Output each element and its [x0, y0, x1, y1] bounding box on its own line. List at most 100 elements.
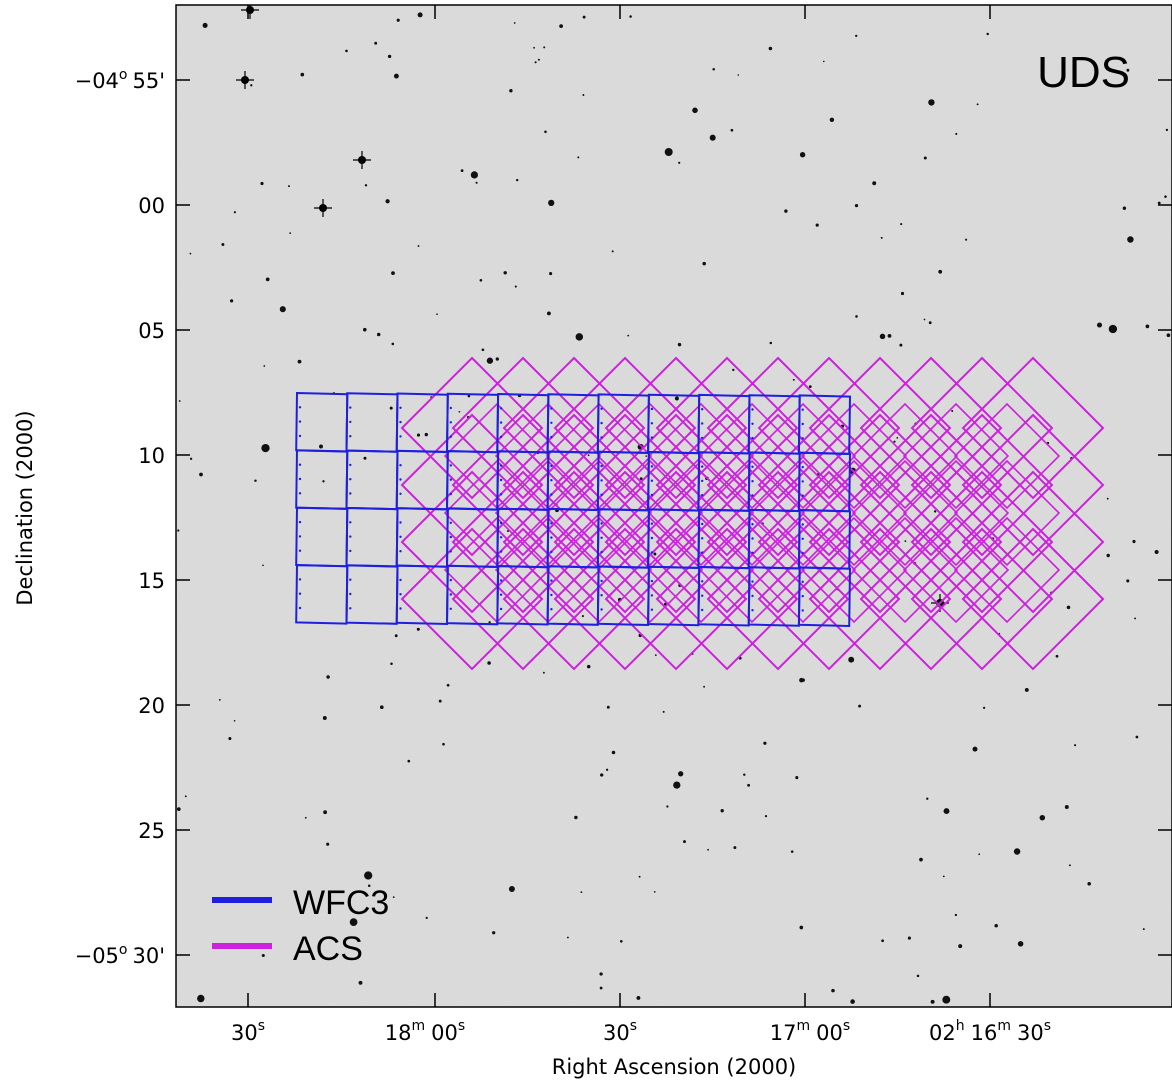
star — [730, 128, 734, 132]
star — [425, 916, 428, 920]
star — [822, 60, 825, 63]
star — [475, 181, 478, 184]
acs-footprint — [961, 356, 1105, 500]
wfc3-marker — [650, 522, 654, 525]
x-axis-label: Right Ascension (2000) — [552, 1055, 797, 1079]
star — [611, 250, 614, 253]
star — [1134, 617, 1137, 620]
star — [611, 750, 616, 755]
star — [543, 46, 546, 49]
wfc3-marker — [650, 407, 654, 411]
star — [250, 84, 253, 87]
star — [487, 661, 491, 665]
star — [326, 842, 330, 846]
star — [1165, 128, 1169, 132]
acs-footprint — [553, 413, 697, 557]
wfc3-marker — [399, 478, 402, 481]
star — [801, 678, 805, 682]
star — [297, 359, 302, 364]
star — [795, 776, 799, 780]
wfc3-marker — [349, 521, 352, 524]
wfc3-marker — [499, 607, 503, 611]
acs-footprint — [953, 459, 1061, 567]
acs-footprint — [604, 413, 748, 557]
wfc3-marker — [751, 436, 754, 440]
star — [323, 810, 327, 815]
star — [683, 840, 686, 844]
wfc3-marker — [701, 465, 704, 468]
star — [575, 333, 584, 341]
acs-footprint — [859, 413, 1003, 557]
plot-frame — [175, 4, 1172, 1008]
star — [893, 440, 896, 443]
star — [582, 94, 585, 96]
star — [492, 931, 496, 935]
star — [416, 433, 421, 437]
wfc3-marker — [499, 478, 503, 482]
star — [367, 884, 371, 888]
wfc3-marker — [751, 408, 754, 411]
wfc3-marker — [449, 435, 452, 438]
star — [442, 742, 445, 746]
star — [815, 223, 819, 227]
star — [982, 706, 986, 710]
star — [887, 333, 892, 338]
acs-footprint — [808, 356, 952, 500]
star — [654, 654, 657, 656]
acs-footprint — [902, 516, 1010, 624]
x-tick-label: 02h 16m 30s — [929, 1018, 1051, 1045]
wfc3-marker — [499, 464, 503, 467]
star — [486, 357, 494, 364]
wfc3-marker — [298, 592, 302, 595]
star — [720, 809, 724, 813]
star — [978, 853, 981, 856]
star — [1074, 744, 1077, 747]
star — [942, 995, 951, 1004]
wfc3-marker — [449, 464, 452, 467]
star — [737, 74, 740, 76]
star — [907, 936, 911, 940]
star — [923, 156, 927, 160]
wfc3-marker — [449, 593, 452, 596]
star — [712, 67, 715, 71]
acs-footprint — [451, 527, 595, 671]
wfc3-marker — [801, 465, 804, 469]
wfc3-marker — [298, 463, 302, 466]
star — [580, 891, 583, 894]
wfc3-marker — [550, 593, 553, 597]
star — [784, 209, 788, 213]
wfc3-marker — [751, 580, 754, 583]
star — [586, 664, 591, 669]
wfc3-marker — [801, 551, 804, 555]
star — [424, 432, 428, 437]
star — [559, 24, 563, 28]
star — [645, 455, 648, 457]
star — [582, 15, 586, 19]
wfc3-marker — [499, 521, 503, 525]
star — [664, 148, 673, 156]
acs-footprint — [545, 516, 653, 624]
star — [627, 334, 630, 337]
wfc3-marker — [600, 522, 603, 525]
star — [184, 795, 187, 798]
wfc3-marker — [449, 478, 452, 481]
star — [639, 477, 643, 480]
acs-footprint — [910, 470, 1054, 614]
star — [537, 58, 540, 61]
wfc3-marker — [399, 492, 402, 495]
acs-footprint — [596, 516, 704, 624]
wfc3-marker — [449, 578, 452, 582]
star — [417, 12, 423, 18]
star — [446, 683, 450, 687]
wfc3-marker — [349, 607, 352, 610]
star — [673, 781, 681, 789]
star — [363, 456, 367, 460]
star — [548, 199, 555, 207]
star — [943, 808, 950, 815]
star — [606, 705, 610, 709]
star — [904, 540, 907, 543]
star — [177, 529, 180, 532]
acs-footprint — [808, 470, 952, 614]
acs-footprint — [800, 402, 908, 510]
star — [577, 156, 580, 159]
